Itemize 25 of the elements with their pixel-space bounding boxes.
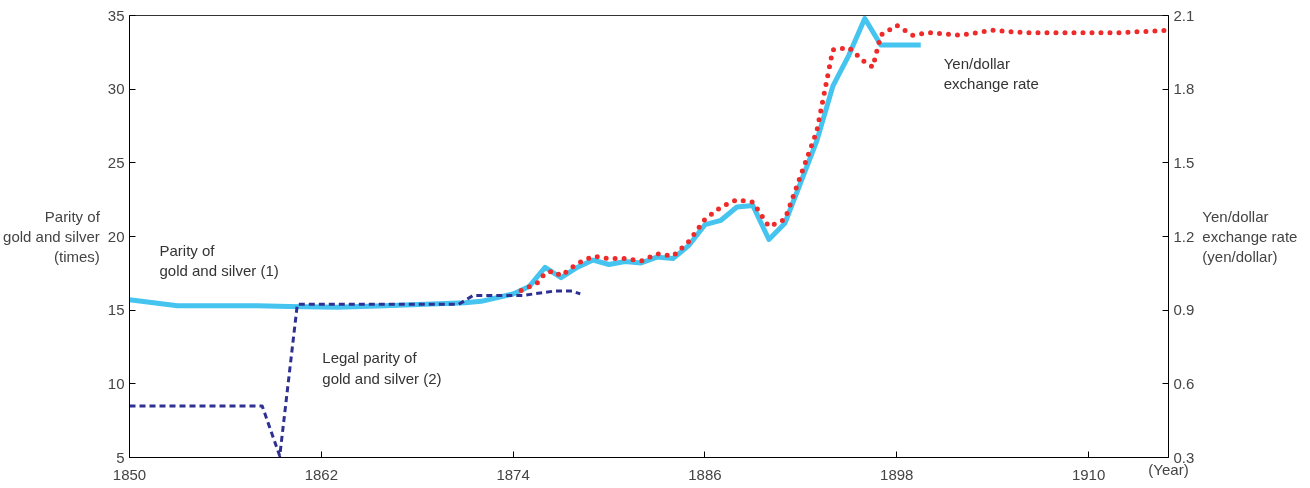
y2-tick-label: 1.5	[1173, 153, 1195, 171]
y-tick-label: 20	[107, 227, 125, 245]
y2-tick-label: 0.6	[1173, 374, 1195, 392]
y-tick-label: 15	[107, 301, 125, 319]
y2-tick-label: 0.9	[1173, 301, 1195, 319]
line-series	[129, 289, 582, 458]
x-tick-label: 1874	[496, 465, 530, 483]
x-tick-label: 1862	[304, 465, 339, 483]
x-tick-label: 1898	[880, 465, 914, 483]
y-tick-label: 10	[107, 374, 125, 392]
y2-axis-title: Yen/dollar exchange rate (yen/dollar)	[1202, 207, 1298, 266]
y2-tick-label: 1.8	[1173, 80, 1195, 98]
series-label: Parity of gold and silver (1)	[159, 241, 279, 280]
x-tick-label: 1886	[688, 465, 722, 483]
y-tick-label: 25	[107, 153, 125, 171]
y2-tick-label: 1.2	[1173, 227, 1195, 245]
y-tick-label: 35	[107, 6, 125, 24]
x-tick-label: 1910	[1071, 465, 1106, 483]
y-tick-label: 5	[116, 448, 125, 466]
x-tick-label: 1850	[112, 465, 147, 483]
y-axis-title: Parity of gold and silver (times)	[3, 207, 101, 266]
y-tick-label: 30	[107, 80, 125, 98]
text: Legal parity of gold and silver (2)	[322, 349, 442, 387]
y2-tick-label: 2.1	[1173, 6, 1195, 24]
series-label: Yen/dollar exchange rate	[943, 54, 1039, 93]
